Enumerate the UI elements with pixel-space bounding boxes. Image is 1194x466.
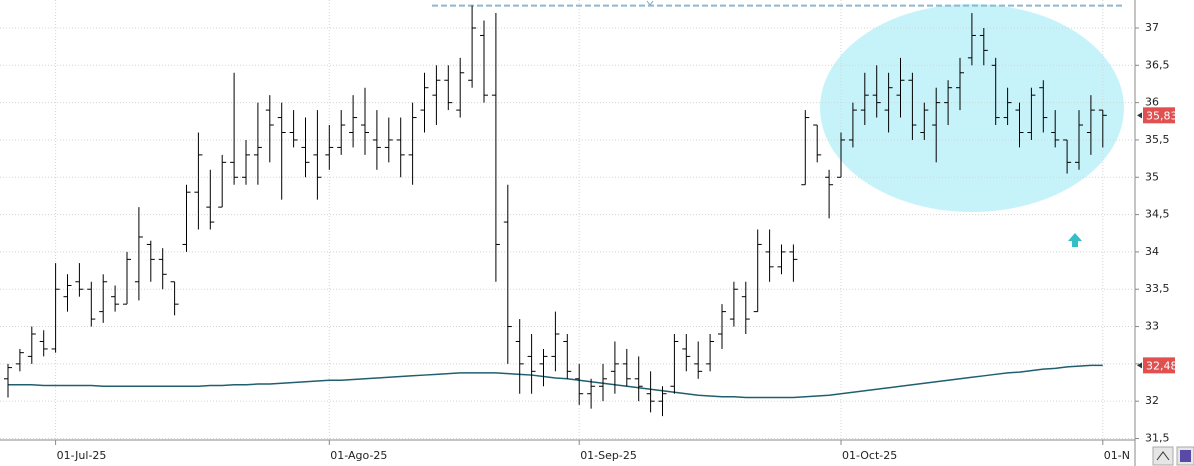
y-tick-label: 31,5 bbox=[1145, 432, 1170, 445]
y-tick-label: 34,5 bbox=[1145, 208, 1170, 221]
y-tick-label: 35 bbox=[1145, 170, 1159, 183]
y-tick-label: 32 bbox=[1145, 394, 1159, 407]
x-tick-label: 01-N bbox=[1104, 449, 1130, 462]
level-marker bbox=[646, 0, 654, 6]
y-tick-label: 37 bbox=[1145, 21, 1159, 34]
y-tick-label: 33 bbox=[1145, 320, 1159, 333]
moving-average-line bbox=[8, 364, 1103, 399]
y-tick-label: 36 bbox=[1145, 96, 1159, 109]
price-label-box bbox=[1143, 357, 1175, 374]
y-tick-label: 34 bbox=[1145, 245, 1159, 258]
y-tick-label: 36,5 bbox=[1145, 58, 1170, 71]
x-tick-label: 01-Jul-25 bbox=[57, 449, 107, 462]
price-label: 35,83 bbox=[1146, 109, 1178, 122]
zoom-button[interactable] bbox=[1152, 446, 1174, 466]
x-tick-label: 01-Sep-25 bbox=[580, 449, 637, 462]
price-pointer bbox=[1137, 112, 1142, 119]
arrow-up-icon bbox=[1068, 233, 1082, 247]
price-pointer bbox=[1137, 362, 1142, 369]
price-label: 32,48 bbox=[1146, 359, 1178, 372]
zoom-icon bbox=[1156, 451, 1170, 461]
price-label-box bbox=[1143, 107, 1175, 124]
y-tick-label: 35,5 bbox=[1145, 133, 1170, 146]
x-tick-label: 01-Oct-25 bbox=[842, 449, 897, 462]
highlight-ellipse bbox=[820, 4, 1124, 212]
y-tick-label: 33,5 bbox=[1145, 282, 1170, 295]
save-icon bbox=[1180, 450, 1191, 462]
x-tick-label: 01-Ago-25 bbox=[330, 449, 387, 462]
